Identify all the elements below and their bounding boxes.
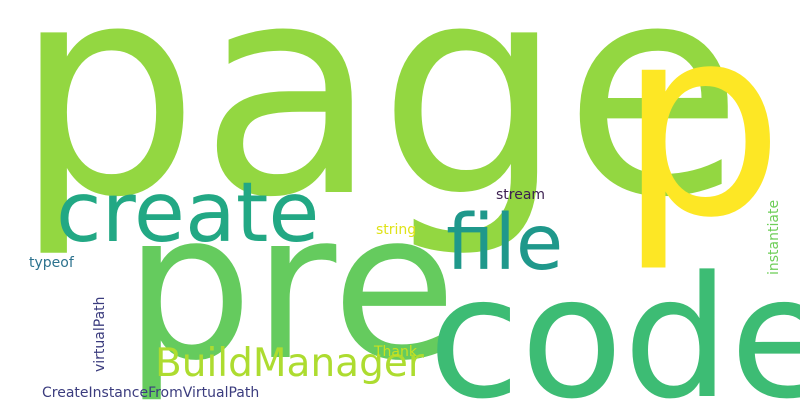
word-buildmanager: BuildManager bbox=[155, 341, 424, 386]
word-p: p bbox=[618, 0, 785, 275]
word-pre: pre bbox=[124, 169, 457, 400]
word-createinstancefromvirtualpath: CreateInstanceFromVirtualPath bbox=[42, 385, 260, 400]
word-code: code bbox=[428, 240, 800, 400]
word-file: file bbox=[446, 199, 564, 288]
word-virtualpath: virtualPath bbox=[92, 296, 108, 372]
word-create: create bbox=[56, 164, 320, 261]
word-typeof: typeof bbox=[29, 255, 74, 271]
word-page: page bbox=[14, 0, 744, 261]
word-instantiate: instantiate bbox=[766, 199, 782, 275]
word-stream: stream bbox=[496, 187, 546, 203]
word-thank: Thank bbox=[374, 344, 417, 360]
word-string: string bbox=[376, 222, 417, 238]
